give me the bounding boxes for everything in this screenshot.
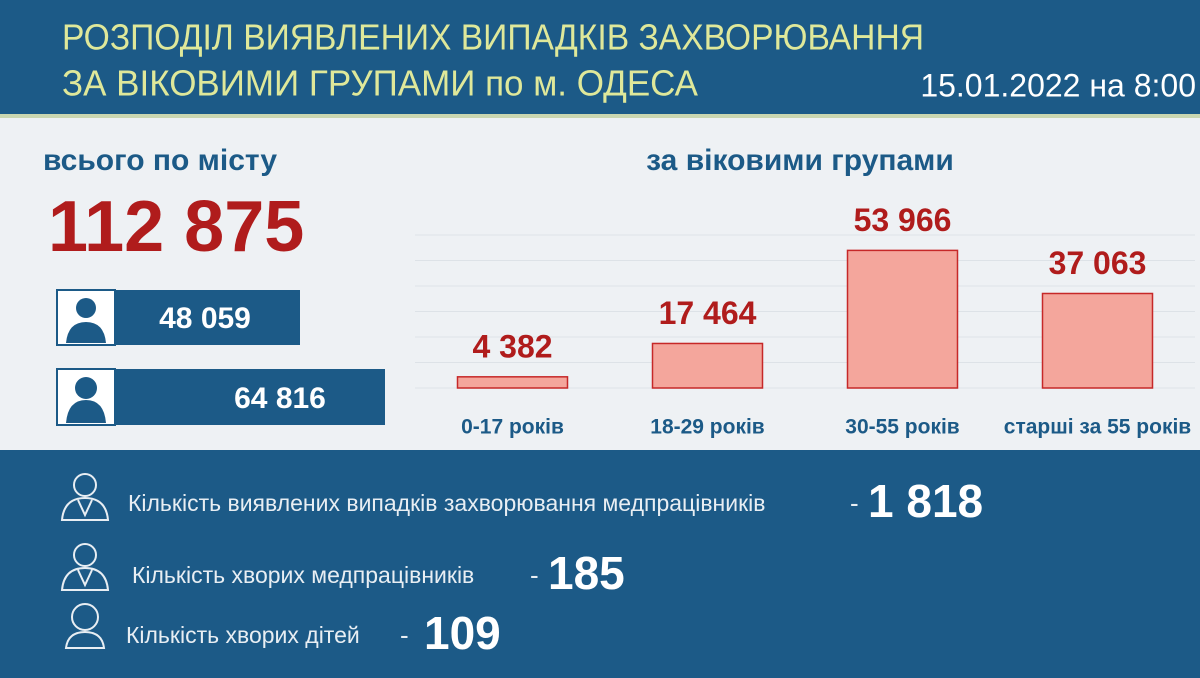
value-label: 17 464	[659, 295, 757, 331]
female-value: 64 816	[234, 382, 326, 415]
stat-label: Кількість виявлених випадків захворюванн…	[128, 490, 766, 516]
chart-title: за віковими групами	[646, 144, 954, 177]
value-label: 53 966	[854, 202, 952, 238]
bar	[1041, 292, 1154, 389]
category-label: 0-17 років	[461, 416, 564, 439]
header-band	[0, 0, 1200, 114]
value-label: 4 382	[472, 328, 552, 364]
title: РОЗПОДІЛ ВИЯВЛЕНИХ ВИПАДКІВ ЗАХВОРЮВАННЯ	[62, 17, 924, 58]
female-bar	[115, 369, 385, 425]
doctor-icon	[60, 543, 110, 591]
date: 15.01.2022 на 8:00	[920, 67, 1196, 103]
total-value: 112 875	[48, 187, 304, 267]
bar-chart: 4 382 0-17 років 17 464 18-29 років 53 966 30…	[415, 202, 1195, 439]
bottom-band	[0, 450, 1200, 678]
title: ЗА ВІКОВИМИ ГРУПАМИ по м. ОДЕСА	[62, 63, 698, 104]
category-label: 30-55 років	[845, 416, 960, 439]
category-label: 18-29 років	[650, 416, 765, 439]
male-icon	[66, 298, 106, 343]
stat-separator: -	[400, 620, 409, 650]
stat-separator: -	[850, 488, 859, 518]
stat-value: 185	[548, 547, 625, 599]
male-bar	[115, 290, 300, 345]
bar	[846, 249, 959, 389]
stat-separator: -	[530, 560, 539, 590]
stat-label: Кількість хворих медпрацівників	[132, 562, 474, 588]
female-icon	[66, 377, 106, 423]
stat-value: 109	[424, 607, 501, 659]
header-stripe	[0, 114, 1200, 118]
bar	[651, 342, 764, 389]
stat-value: 1 818	[868, 475, 983, 527]
category-label: старші за 55 років	[1004, 416, 1192, 439]
stat-label: Кількість хворих дітей	[126, 622, 360, 648]
male-value: 48 059	[159, 302, 251, 335]
doctor-icon	[60, 473, 110, 521]
child-icon	[64, 603, 106, 649]
bar	[456, 376, 569, 389]
total-label: всього по місту	[43, 144, 277, 177]
value-label: 37 063	[1049, 245, 1147, 281]
stats: Кількість виявлених випадків захворюванн…	[126, 475, 983, 659]
